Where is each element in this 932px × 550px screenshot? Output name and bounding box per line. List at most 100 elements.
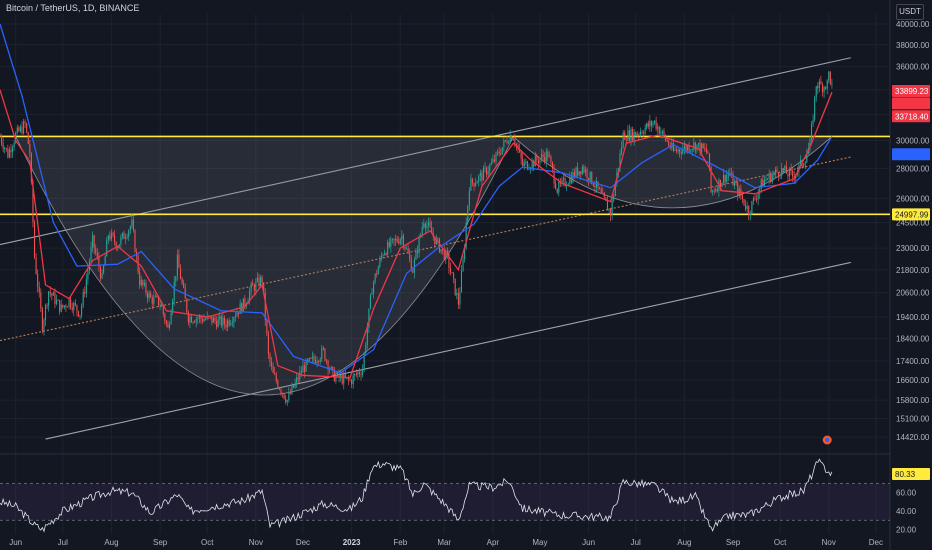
candle-body — [101, 273, 103, 279]
candle-body — [289, 392, 291, 394]
time-tick-label: Dec — [296, 538, 310, 547]
candle-body — [303, 365, 306, 372]
candle-body — [175, 276, 177, 282]
candle-body — [456, 293, 458, 295]
candle-body — [302, 365, 304, 373]
candle-body — [704, 148, 706, 149]
last-price-tag: 33899.23 — [892, 85, 930, 98]
candle-body — [479, 173, 481, 176]
candle-body — [18, 127, 20, 132]
price-tick-label: 15100.00 — [896, 414, 930, 423]
candle-body — [818, 81, 820, 89]
candle-body — [409, 253, 411, 259]
grid — [0, 0, 891, 550]
candle-body — [355, 374, 357, 375]
time-tick-label: Jun — [9, 538, 22, 547]
candle-body — [393, 238, 395, 241]
candle-body — [12, 147, 14, 153]
candle-body — [690, 150, 692, 152]
candle-body — [562, 178, 565, 180]
candle-body — [486, 167, 488, 175]
time-tick-label: Dec — [869, 538, 883, 547]
time-tick-label: May — [532, 538, 547, 547]
candle-body — [503, 140, 505, 148]
candle-body — [13, 142, 15, 148]
candle-body — [473, 182, 475, 187]
candle-body — [597, 181, 599, 188]
candle-body — [310, 358, 312, 359]
candle-body — [467, 205, 469, 223]
candle-body — [501, 147, 503, 155]
candle-body — [402, 235, 404, 247]
candle-body — [37, 273, 39, 288]
candle-body — [401, 235, 403, 240]
candle-body — [657, 126, 659, 129]
candle-body — [440, 249, 442, 253]
candle-body — [675, 149, 678, 152]
time-tick-label: Jun — [582, 538, 595, 547]
candle-body — [823, 86, 825, 93]
candle-body — [457, 293, 459, 305]
candle-body — [179, 267, 182, 280]
candle-body — [416, 250, 419, 253]
candle-body — [145, 283, 147, 294]
candle-body — [269, 353, 271, 362]
candle-body — [680, 152, 682, 154]
candle-body — [275, 374, 277, 382]
candle-body — [369, 294, 371, 309]
candle-body — [90, 247, 92, 262]
candle-body — [59, 300, 61, 312]
candle-body — [66, 306, 69, 308]
candle-body — [776, 169, 778, 173]
candle-body — [125, 237, 127, 239]
candle-body — [564, 178, 566, 187]
candle-body — [506, 140, 508, 143]
candle-body — [84, 291, 86, 294]
candle-body — [267, 333, 269, 354]
price-tick-label: 16600.00 — [896, 376, 930, 385]
candle-body — [490, 162, 492, 165]
candle-body — [128, 230, 130, 237]
price-tick-label: 36000.00 — [896, 63, 930, 72]
ema-blue-tag-bg — [892, 148, 930, 161]
ema-red-tag — [892, 97, 930, 110]
candle-body — [324, 348, 326, 361]
candle-body — [762, 179, 764, 186]
candle-body — [52, 292, 54, 296]
candle-body — [40, 292, 42, 309]
candle-body — [484, 167, 486, 169]
candle-body — [399, 239, 401, 244]
candle-body — [280, 389, 282, 394]
candle-body — [782, 167, 784, 171]
candle-body — [470, 178, 472, 191]
candle-body — [7, 148, 9, 158]
candle-body — [759, 188, 761, 194]
candle-body — [814, 97, 816, 120]
candle-body — [756, 199, 758, 201]
candle-body — [260, 276, 262, 286]
candle-body — [168, 324, 171, 328]
candle-body — [131, 219, 133, 227]
candle-body — [148, 293, 150, 299]
candle-body — [225, 324, 227, 328]
candle-body — [487, 171, 489, 175]
candle-body — [183, 283, 185, 288]
currency-button[interactable]: USDT — [896, 4, 924, 20]
price-tick-label: 15800.00 — [896, 396, 930, 405]
candle-body — [255, 281, 257, 291]
rsi-tick-label: 20.00 — [896, 525, 917, 534]
time-tick-label: Sep — [726, 538, 741, 547]
candle-body — [746, 206, 748, 210]
candle-body — [465, 222, 467, 248]
candle-body — [132, 219, 134, 231]
candle-body — [522, 158, 524, 166]
candle-body — [384, 253, 386, 255]
candle-body — [110, 232, 112, 240]
candle-body — [292, 385, 295, 388]
candle-body — [297, 377, 299, 380]
candle-body — [475, 183, 477, 187]
candle-body — [271, 361, 273, 366]
candle-body — [318, 361, 320, 363]
candle-body — [170, 312, 172, 325]
